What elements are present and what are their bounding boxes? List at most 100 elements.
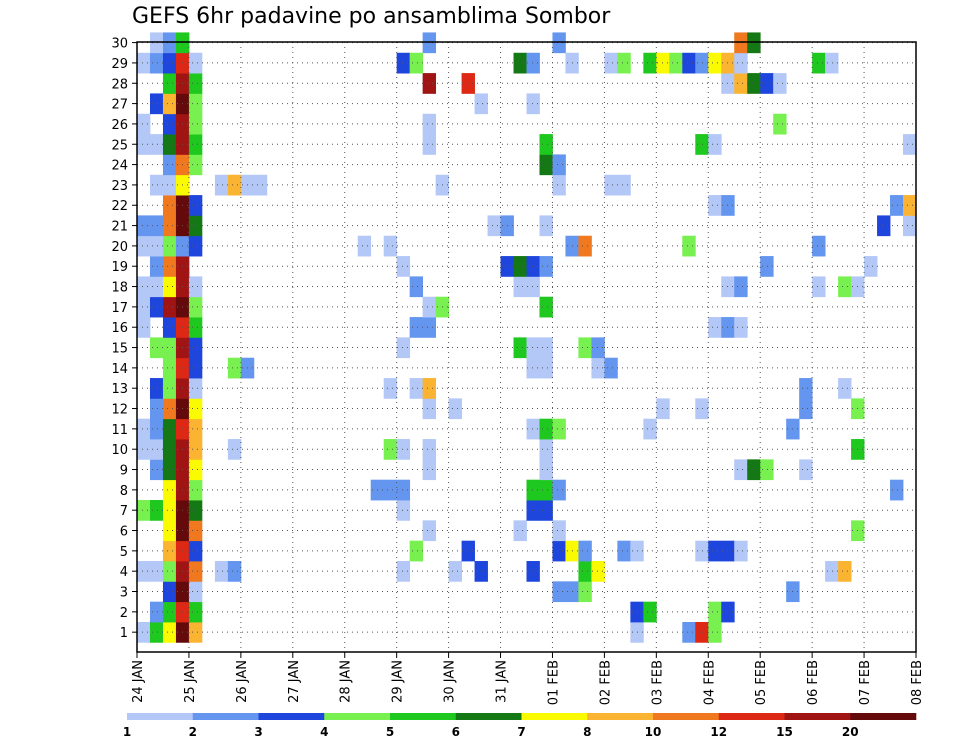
y-tick-label: 28 <box>111 77 128 92</box>
heatmap-cell <box>137 296 151 318</box>
y-tick-label: 17 <box>111 301 128 316</box>
heatmap-cell <box>137 622 151 643</box>
heatmap-cell <box>149 337 164 359</box>
heatmap-cell <box>137 418 151 440</box>
heatmap-cell <box>357 235 372 257</box>
heatmap-cell <box>539 479 553 501</box>
heatmap-cell <box>864 256 878 277</box>
legend-swatch <box>587 713 654 720</box>
color-legend: 1 2 3 4 5 6 7 8 10 12 15 20 <box>123 713 917 739</box>
x-tick-label: 25 JAN <box>183 660 198 703</box>
y-tick-label: 7 <box>120 504 128 519</box>
heatmap-cell <box>578 540 592 562</box>
y-tick-label: 11 <box>111 423 128 438</box>
heatmap-cell <box>812 235 826 257</box>
x-tick-label: 29 JAN <box>391 660 406 703</box>
legend-swatch <box>127 713 194 720</box>
heatmap-cell <box>734 73 748 94</box>
heatmap-cell <box>539 296 553 318</box>
y-tick-label: 10 <box>111 443 128 458</box>
heatmap-cell <box>526 561 540 582</box>
heatmap-cell <box>708 195 722 216</box>
y-tick-label: 25 <box>111 138 128 153</box>
heatmap-cell <box>162 357 177 379</box>
heatmap-cell <box>903 195 917 216</box>
heatmap-cell <box>539 134 553 155</box>
heatmap-cell <box>188 73 203 94</box>
heatmap-cell <box>422 32 437 54</box>
heatmap-cell <box>617 174 631 196</box>
heatmap-cell <box>578 561 592 582</box>
heatmap-cell <box>137 235 151 257</box>
legend-label: 20 <box>842 725 859 739</box>
heatmap-cell <box>890 195 904 216</box>
heatmap-cell <box>162 500 177 521</box>
heatmap-cell <box>448 398 462 420</box>
heatmap-cell <box>162 398 177 420</box>
heatmap-cell <box>188 479 203 501</box>
heatmap-cell <box>162 520 177 542</box>
heatmap-cell <box>682 622 696 643</box>
heatmap-cell <box>734 540 748 562</box>
heatmap-cell <box>656 52 670 74</box>
heatmap-cell <box>513 256 527 277</box>
heatmap-cell <box>526 93 540 115</box>
heatmap-cell <box>643 601 657 623</box>
heatmap-cell <box>137 52 151 74</box>
heatmap-cell <box>396 439 411 460</box>
heatmap-cell <box>448 561 462 582</box>
legend-swatch <box>192 713 259 720</box>
x-tick-label: 06 FEB <box>806 660 821 705</box>
y-axis: 1234567891011121314151617181920212223242… <box>111 37 137 641</box>
heatmap-cell <box>539 439 553 460</box>
heatmap-cell <box>188 317 203 338</box>
heatmap-cell <box>137 439 151 460</box>
heatmap-cell <box>604 357 618 379</box>
x-tick-label: 31 JAN <box>495 660 510 703</box>
y-tick-label: 2 <box>120 606 128 621</box>
heatmap-cell <box>552 174 566 196</box>
heatmap-cell <box>396 256 411 277</box>
heatmap-cell <box>552 520 566 542</box>
legend-label: 15 <box>776 725 793 739</box>
heatmap-cell <box>149 622 164 643</box>
heatmap-cell <box>422 317 437 338</box>
y-tick-label: 29 <box>111 57 128 72</box>
y-tick-label: 23 <box>111 179 128 194</box>
legend-label: 6 <box>452 725 460 739</box>
heatmap-cell <box>591 337 605 359</box>
heatmap-cell <box>773 113 787 135</box>
heatmap-cell <box>383 439 398 460</box>
heatmap-cell <box>669 52 683 74</box>
heatmap-cell <box>188 195 203 216</box>
heatmap-cell <box>149 174 164 196</box>
heatmap-cell <box>838 561 852 582</box>
heatmap-cell <box>188 601 203 623</box>
x-axis: 24 JAN 25 JAN 26 JAN 27 JAN 28 JAN 29 JAN 30 J… <box>131 652 925 705</box>
heatmap-cell <box>643 418 657 440</box>
chart-title: GEFS 6hr padavine po ansamblima Sombor <box>132 4 611 29</box>
heatmap-cell <box>799 459 813 481</box>
heatmap-cell <box>890 479 904 501</box>
y-tick-label: 12 <box>111 403 128 418</box>
heatmap-cell <box>188 561 203 582</box>
legend-swatch <box>258 713 325 720</box>
heatmap-cell <box>747 32 761 54</box>
heatmap-cell <box>149 296 164 318</box>
heatmap-cell <box>760 256 774 277</box>
heatmap-cell <box>188 215 203 237</box>
heatmap-cell <box>162 561 177 582</box>
y-tick-label: 3 <box>120 586 128 601</box>
legend-swatch <box>390 713 457 720</box>
heatmap-cell <box>409 276 424 298</box>
heatmap-cell <box>162 317 177 338</box>
heatmap-cell <box>188 540 203 562</box>
heatmap-cell <box>188 378 203 399</box>
heatmap-cell <box>747 73 761 94</box>
heatmap-cell <box>253 174 268 196</box>
heatmap-cell <box>604 52 618 74</box>
heatmap-cell <box>695 622 709 643</box>
heatmap-cell <box>149 561 164 582</box>
heatmap-cell <box>162 154 177 176</box>
